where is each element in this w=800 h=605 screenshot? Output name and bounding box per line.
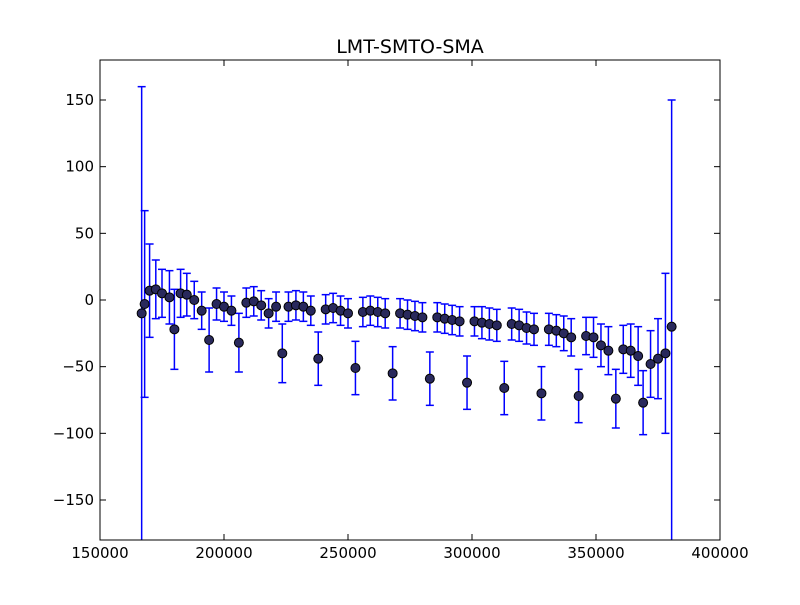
data-point [536,388,547,399]
data-point [196,305,207,316]
data-point [529,324,539,335]
y-tick-label: 50 [75,224,94,242]
x-tick-label: 200000 [195,544,252,562]
data-point [204,335,215,345]
y-tick-label: 150 [65,91,94,109]
data-point [169,324,180,335]
data-points [136,284,677,408]
data-point [136,308,147,319]
data-point [603,345,614,356]
y-axis: 150 100 50 0 −50 −100 −150 [53,91,720,509]
y-tick-label: −150 [53,491,94,509]
data-point [595,340,606,351]
x-tick-label: 350000 [567,544,624,562]
y-tick-label: 0 [84,291,94,309]
data-point [164,292,175,303]
data-point [588,332,599,343]
data-point [454,316,465,327]
data-point [417,312,428,323]
chart-title: LMT-SMTO-SMA [336,36,484,58]
data-point [610,393,621,404]
data-point [633,351,644,361]
x-tick-label: 150000 [71,544,128,562]
data-point [625,345,636,356]
y-tick-label: −50 [62,358,94,376]
y-tick-label: 100 [65,158,94,176]
data-point [350,363,361,373]
data-point [645,359,656,369]
data-point [233,337,244,348]
data-point [573,391,584,401]
data-point [256,300,267,311]
data-point [660,348,671,359]
data-point [277,348,288,359]
data-point [566,332,577,343]
x-axis: 150000 200000 250000 300000 350000 400000 [71,60,749,562]
data-point [462,377,473,388]
data-point [226,305,237,316]
x-tick-label: 300000 [443,544,500,562]
data-point [491,320,502,331]
data-point [638,397,649,408]
data-point [653,353,663,364]
data-point [499,383,510,393]
data-point [343,308,353,319]
data-point [387,368,398,379]
data-point [139,299,150,309]
y-tick-label: −100 [53,424,94,442]
data-point [271,301,282,312]
data-point [181,289,192,300]
x-tick-label: 400000 [691,544,748,562]
x-tick-label: 250000 [319,544,376,562]
data-point [305,305,316,316]
data-point [263,308,274,319]
data-point [189,295,200,305]
data-point [424,373,435,384]
data-point [380,308,391,319]
data-point [313,353,324,364]
data-point [666,321,677,332]
